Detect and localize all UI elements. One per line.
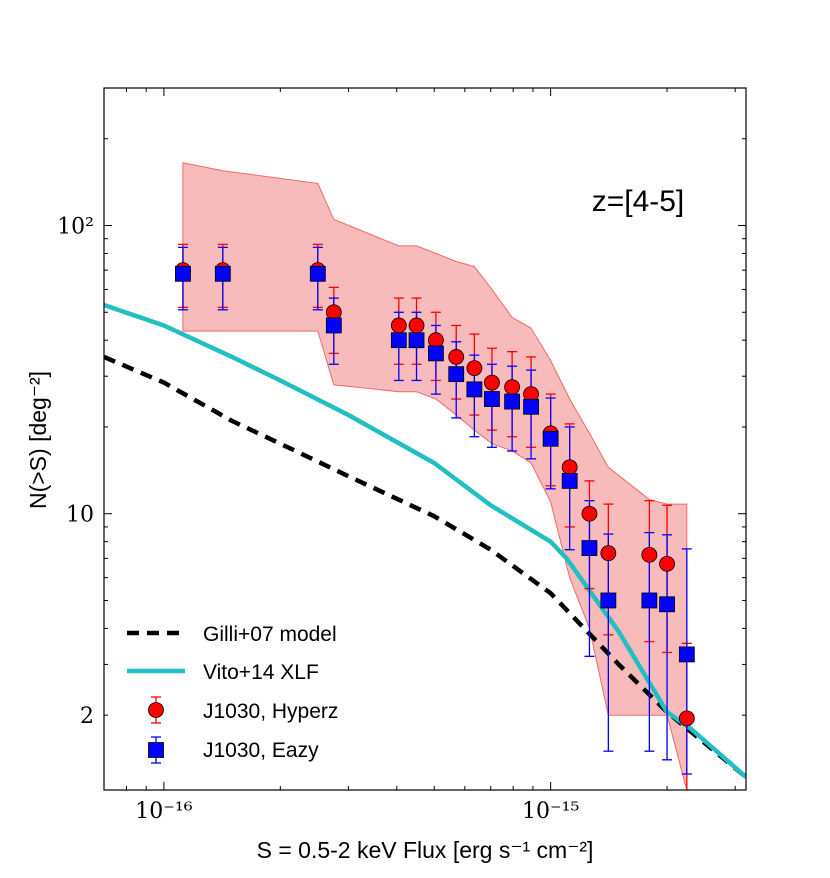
hyperz-point: [408, 317, 425, 334]
x-axis-label: S = 0.5-2 keV Flux [erg s⁻¹ cm⁻²]: [257, 837, 594, 863]
marker-layer: [175, 262, 695, 727]
hyperz-point: [448, 349, 465, 365]
hyperz-point: [466, 360, 483, 377]
hyperz-point: [390, 317, 407, 334]
band-layer: [182, 162, 688, 790]
eazy-point: [309, 265, 326, 282]
y-axis-label: N(>S) [deg⁻²]: [25, 371, 51, 509]
eazy-point: [600, 592, 617, 609]
hyperz-point: [600, 545, 617, 562]
eazy-point: [448, 366, 465, 383]
legend-hyperz-label: J1030, Hyperz: [203, 700, 338, 723]
hyperz-point: [561, 459, 578, 476]
eazy-point: [561, 472, 578, 489]
hyperz-point: [504, 379, 521, 396]
y-tick-label: 10²: [57, 215, 94, 240]
x-tick-label: 10⁻¹⁶: [135, 799, 192, 824]
eazy-point: [466, 381, 483, 398]
eazy-point: [390, 332, 407, 349]
eazy-point: [678, 646, 695, 663]
y-tick-label: 2: [80, 704, 94, 729]
hyperz-point: [678, 710, 695, 727]
hyperz-point: [659, 555, 675, 572]
hyperz-point: [325, 304, 342, 321]
eazy-point: [641, 592, 658, 609]
y-tick-label: 10: [66, 503, 94, 528]
legend: Gilli+07 model Vito+14 XLF J1030, Hyperz…: [127, 623, 338, 764]
legend-gilli-label: Gilli+07 model: [203, 623, 337, 646]
eazy-point: [523, 398, 539, 415]
eazy-point: [408, 332, 425, 349]
eazy-point: [542, 430, 559, 447]
gilli-07-model-line: [104, 354, 746, 779]
eazy-point: [214, 265, 231, 282]
plot-frame: [103, 87, 747, 791]
eazy-point: [427, 345, 444, 362]
eazy-point: [581, 540, 598, 556]
hyperz-point: [641, 546, 658, 563]
eazy-point: [175, 265, 191, 282]
tick-layer: 10⁻¹⁶ 10⁻¹⁵ 2 10 10²: [57, 87, 746, 824]
legend-eazy-marker: [148, 742, 164, 758]
eazy-point: [659, 596, 675, 613]
hyperz-point: [581, 505, 598, 522]
legend-vito-label: Vito+14 XLF: [203, 661, 319, 684]
hyperz-point: [427, 332, 444, 349]
eazy-point: [484, 391, 500, 407]
eazy-point: [325, 317, 342, 334]
uncertainty-band: [182, 162, 688, 790]
eazy-point: [504, 393, 521, 410]
legend-hyperz-marker: [148, 702, 164, 718]
hyperz-point: [484, 374, 500, 391]
x-tick-label: 10⁻¹⁵: [522, 799, 579, 824]
legend-eazy-label: J1030, Eazy: [203, 739, 319, 762]
annotation-label: z=[4-5]: [592, 185, 685, 218]
